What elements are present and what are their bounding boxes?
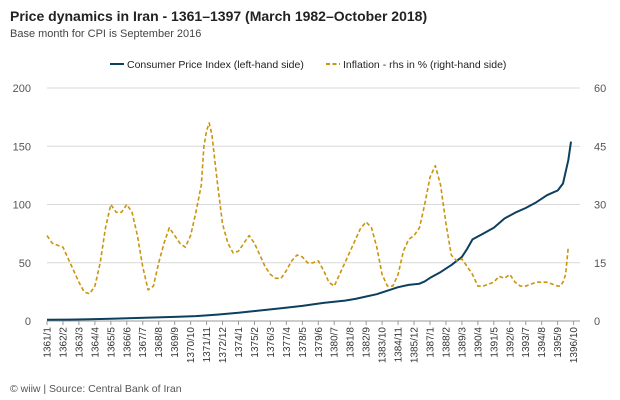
chart-subtitle: Base month for CPI is September 2016	[10, 28, 202, 40]
y-right-tick-label: 0	[594, 316, 600, 328]
x-tick-label: 1381/8	[346, 327, 357, 358]
x-tick-label: 1376/3	[266, 327, 277, 358]
y-left-tick-label: 200	[13, 83, 31, 95]
x-tick-label: 1387/1	[425, 327, 436, 358]
x-tick-label: 1394/8	[537, 327, 548, 358]
x-tick-label: 1396/10	[569, 327, 580, 364]
y-left-tick-label: 50	[19, 258, 31, 270]
x-tick-label: 1365/5	[106, 327, 117, 358]
x-tick-label: 1363/3	[74, 327, 85, 358]
x-tick-label: 1382/9	[362, 327, 373, 358]
x-tick-label: 1361/1	[43, 327, 54, 358]
x-tick-label: 1389/3	[457, 327, 468, 358]
x-tick-label: 1393/7	[521, 327, 532, 358]
x-tick-label: 1369/9	[170, 327, 181, 358]
y-right-tick-label: 60	[594, 83, 606, 95]
x-tick-label: 1388/2	[441, 327, 452, 358]
x-tick-label: 1390/4	[473, 327, 484, 358]
x-tick-label: 1383/10	[378, 327, 389, 364]
y-right-tick-label: 45	[594, 141, 606, 153]
x-tick-label: 1379/6	[314, 327, 325, 358]
chart-title: Price dynamics in Iran - 1361–1397 (Marc…	[10, 8, 428, 24]
cpi-series-line	[46, 141, 572, 321]
y-right-tick-label: 15	[594, 258, 606, 270]
y-left-tick-label: 0	[25, 316, 31, 328]
y-right-tick-label: 30	[594, 200, 606, 212]
x-tick-label: 1384/11	[394, 327, 405, 363]
x-tick-label: 1366/6	[122, 327, 133, 358]
x-tick-label: 1378/5	[298, 327, 309, 358]
x-tick-label: 1372/12	[218, 327, 229, 364]
y-left-tick-label: 150	[13, 141, 31, 153]
x-tick-label: 1374/1	[234, 327, 245, 358]
inflation-series-line	[46, 122, 570, 295]
legend-inflation-label: Inflation - rhs in % (right-hand side)	[343, 59, 506, 71]
x-tick-label: 1392/6	[505, 327, 516, 358]
y-left-tick-label: 100	[13, 200, 31, 212]
x-tick-label: 1364/4	[90, 327, 101, 358]
x-tick-label: 1380/7	[330, 327, 341, 358]
x-tick-label: 1391/5	[489, 327, 500, 358]
source-footer: © wiiw | Source: Central Bank of Iran	[10, 383, 182, 395]
x-tick-label: 1371/11	[202, 327, 213, 363]
x-tick-label: 1368/8	[154, 327, 165, 358]
x-tick-label: 1385/12	[410, 327, 421, 364]
x-tick-label: 1377/4	[282, 327, 293, 358]
x-tick-label: 1370/10	[186, 327, 197, 364]
x-tick-label: 1395/9	[553, 327, 564, 358]
x-tick-label: 1367/7	[138, 327, 149, 358]
x-tick-label: 1362/2	[58, 327, 69, 358]
legend-cpi-label: Consumer Price Index (left-hand side)	[127, 59, 304, 71]
x-tick-label: 1375/2	[250, 327, 261, 358]
